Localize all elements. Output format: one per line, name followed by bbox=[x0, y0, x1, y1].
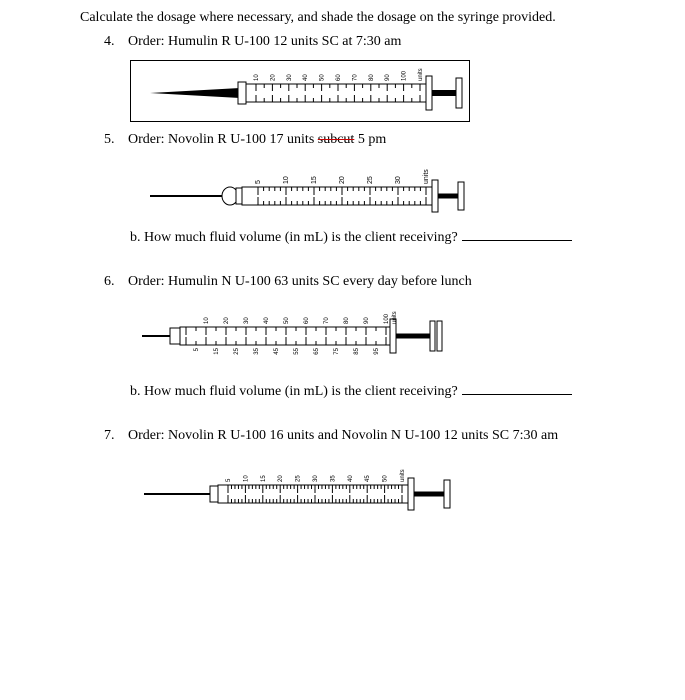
svg-text:90: 90 bbox=[385, 74, 391, 81]
svg-text:10: 10 bbox=[243, 475, 249, 482]
svg-text:10: 10 bbox=[283, 176, 290, 184]
q5-sub-b: b. How much fluid volume (in mL) is the … bbox=[130, 228, 645, 246]
svg-text:50: 50 bbox=[383, 475, 389, 482]
svg-text:50: 50 bbox=[284, 317, 290, 324]
q5-text: Order: Novolin R U-100 17 units subcut 5… bbox=[128, 132, 386, 148]
svg-text:50: 50 bbox=[320, 74, 326, 81]
q4-syringe: 10 20 30 40 50 60 70 80 90 100 units bbox=[130, 60, 645, 122]
question-5: 5. Order: Novolin R U-100 17 units subcu… bbox=[104, 132, 645, 148]
answer-blank bbox=[462, 228, 572, 241]
q6-sub-b: b. How much fluid volume (in mL) is the … bbox=[130, 382, 645, 400]
q5-text-pre: Order: Novolin R U-100 17 units bbox=[128, 132, 318, 147]
q4-number: 4. bbox=[104, 34, 128, 50]
q5-syringe: 5 10 15 20 25 30 units bbox=[130, 158, 645, 218]
q7-number: 7. bbox=[104, 428, 128, 444]
q5-number: 5. bbox=[104, 132, 128, 148]
svg-text:45: 45 bbox=[274, 347, 280, 354]
svg-text:25: 25 bbox=[367, 176, 374, 184]
svg-text:100: 100 bbox=[384, 313, 390, 324]
svg-text:30: 30 bbox=[287, 74, 293, 81]
q6-text: Order: Humulin N U-100 63 units SC every… bbox=[128, 274, 472, 290]
svg-text:25: 25 bbox=[234, 347, 240, 354]
svg-text:units: units bbox=[418, 68, 424, 81]
question-7: 7. Order: Novolin R U-100 16 units and N… bbox=[104, 428, 645, 444]
svg-text:40: 40 bbox=[348, 475, 354, 482]
q7-text: Order: Novolin R U-100 16 units and Novo… bbox=[128, 428, 558, 444]
svg-text:15: 15 bbox=[214, 347, 220, 354]
question-4: 4. Order: Humulin R U-100 12 units SC at… bbox=[104, 34, 645, 50]
svg-text:60: 60 bbox=[304, 317, 310, 324]
svg-text:75: 75 bbox=[334, 347, 340, 354]
q6-sub-b-text: b. How much fluid volume (in mL) is the … bbox=[130, 384, 458, 399]
svg-text:55: 55 bbox=[294, 347, 300, 354]
q5-sub-b-text: b. How much fluid volume (in mL) is the … bbox=[130, 230, 458, 245]
q5-text-post: 5 pm bbox=[354, 132, 386, 147]
svg-text:35: 35 bbox=[330, 475, 336, 482]
svg-text:100: 100 bbox=[402, 70, 408, 81]
question-6: 6. Order: Humulin N U-100 63 units SC ev… bbox=[104, 274, 645, 290]
q7-syringe: 5 10 15 20 25 30 35 40 45 50 units bbox=[130, 454, 645, 514]
svg-text:40: 40 bbox=[264, 317, 270, 324]
q5-text-strike: subcut bbox=[318, 132, 355, 147]
svg-text:35: 35 bbox=[254, 347, 260, 354]
svg-text:70: 70 bbox=[352, 74, 358, 81]
svg-text:5: 5 bbox=[226, 478, 232, 482]
svg-text:10: 10 bbox=[204, 317, 210, 324]
svg-text:20: 20 bbox=[270, 74, 276, 81]
svg-text:30: 30 bbox=[313, 475, 319, 482]
svg-text:45: 45 bbox=[365, 475, 371, 482]
svg-text:15: 15 bbox=[311, 176, 318, 184]
svg-text:80: 80 bbox=[369, 74, 375, 81]
svg-text:90: 90 bbox=[364, 317, 370, 324]
worksheet-page: Calculate the dosage where necessary, an… bbox=[0, 0, 685, 514]
svg-text:85: 85 bbox=[354, 347, 360, 354]
svg-text:30: 30 bbox=[395, 176, 402, 184]
svg-text:40: 40 bbox=[303, 74, 309, 81]
svg-text:70: 70 bbox=[324, 317, 330, 324]
svg-text:95: 95 bbox=[374, 347, 380, 354]
svg-text:5: 5 bbox=[194, 347, 200, 351]
svg-text:65: 65 bbox=[314, 347, 320, 354]
svg-text:units: units bbox=[400, 469, 406, 482]
q4-text: Order: Humulin R U-100 12 units SC at 7:… bbox=[128, 34, 401, 50]
svg-text:25: 25 bbox=[296, 475, 302, 482]
svg-text:20: 20 bbox=[224, 317, 230, 324]
q6-syringe: 10 20 30 40 50 60 70 80 90 100units 5 15 25 35 45 55 65 7… bbox=[130, 300, 645, 372]
svg-text:10: 10 bbox=[254, 74, 260, 81]
svg-text:20: 20 bbox=[339, 176, 346, 184]
svg-text:15: 15 bbox=[261, 475, 267, 482]
svg-text:units: units bbox=[423, 169, 430, 184]
svg-text:30: 30 bbox=[244, 317, 250, 324]
svg-text:20: 20 bbox=[278, 475, 284, 482]
svg-text:60: 60 bbox=[336, 74, 342, 81]
answer-blank bbox=[462, 382, 572, 395]
instruction-text: Calculate the dosage where necessary, an… bbox=[80, 10, 645, 26]
svg-text:5: 5 bbox=[255, 180, 262, 184]
svg-text:80: 80 bbox=[344, 317, 350, 324]
q6-number: 6. bbox=[104, 274, 128, 290]
svg-text:units: units bbox=[392, 311, 398, 324]
